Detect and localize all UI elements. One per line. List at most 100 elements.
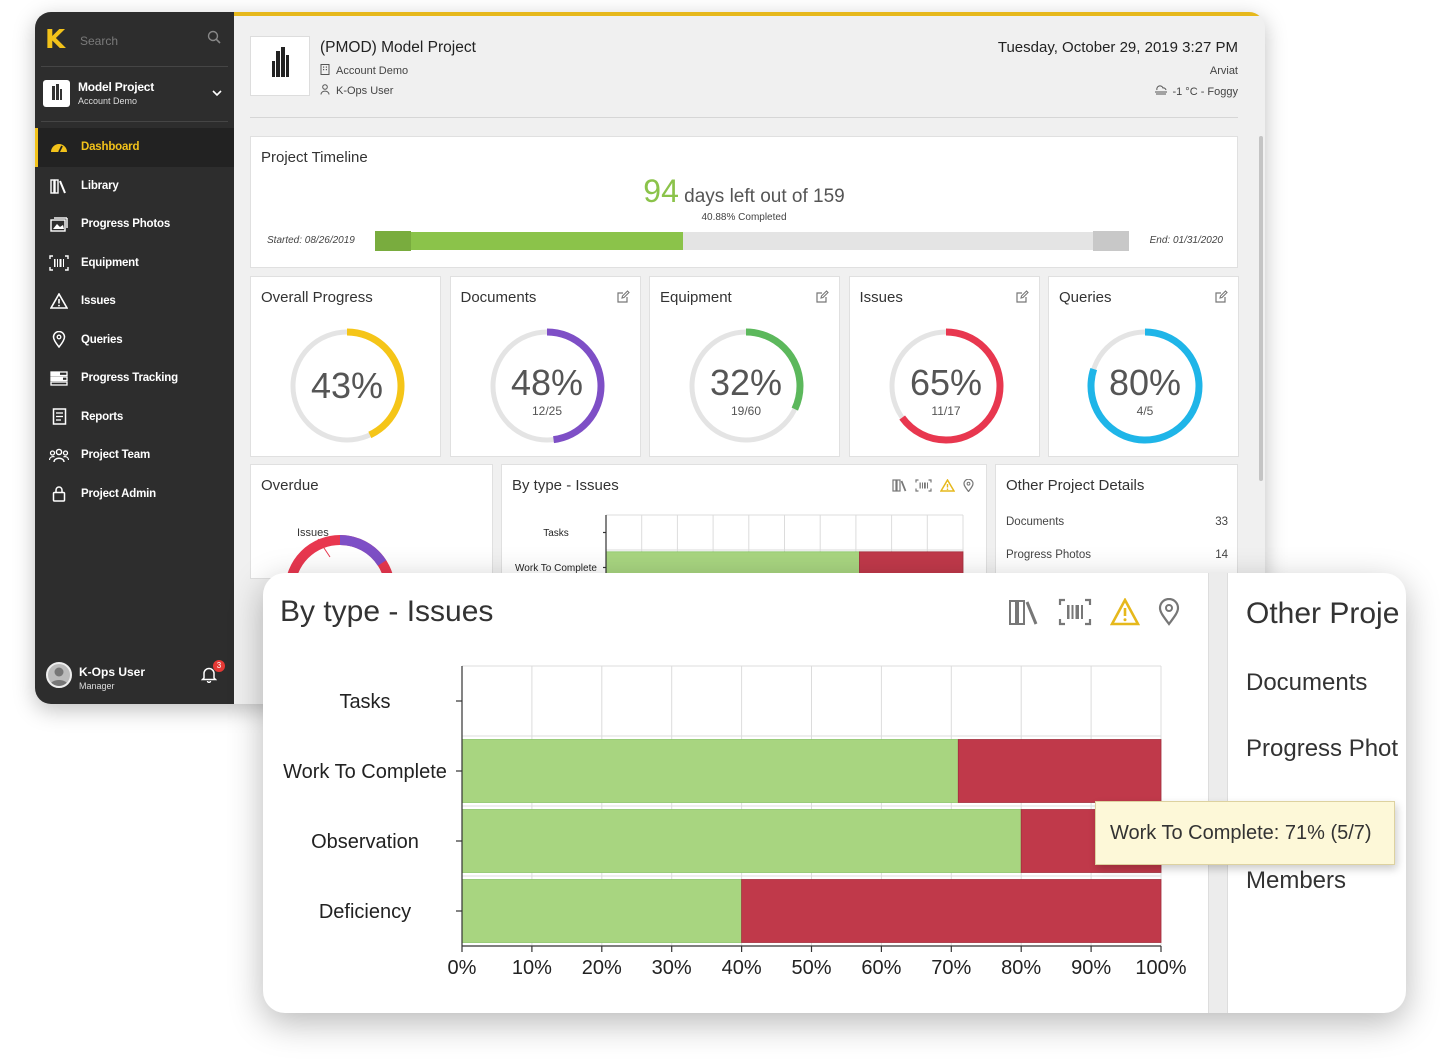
- zoom-detail-progress-photos[interactable]: Progress Phot: [1246, 735, 1399, 762]
- building-icon: [320, 64, 330, 78]
- stat-card: Equipment 32% 19/60: [649, 276, 840, 457]
- location-pin-icon[interactable]: [1158, 597, 1180, 631]
- app-logo[interactable]: K: [45, 25, 66, 55]
- barcode-icon[interactable]: [915, 479, 932, 497]
- sidebar-item-queries[interactable]: Queries: [35, 321, 234, 360]
- y-tick-label: Work To Complete: [283, 761, 447, 783]
- sidebar-item-equipment[interactable]: Equipment: [35, 244, 234, 283]
- edit-icon[interactable]: [1215, 290, 1228, 308]
- detail-value: 33: [1215, 516, 1228, 528]
- photos-icon: [49, 214, 69, 234]
- donut-arc: [1087, 328, 1203, 444]
- detail-label: Progress Photos: [1006, 549, 1092, 561]
- scrollbar[interactable]: [1259, 136, 1263, 481]
- books-icon[interactable]: [892, 479, 907, 497]
- sidebar-item-label: Project Admin: [81, 487, 156, 500]
- sidebar-item-label: Issues: [81, 295, 116, 308]
- x-tick-label: 60%: [861, 957, 901, 979]
- bar-segment: [957, 739, 1162, 803]
- user-name: K-Ops User: [79, 665, 146, 679]
- overdue-card: Overdue Issues: [250, 464, 493, 579]
- donut-arc: [289, 328, 405, 444]
- sidebar-item-progress-photos[interactable]: Progress Photos: [35, 205, 234, 244]
- by-type-title: By type - Issues: [512, 477, 619, 494]
- sidebar-item-label: Equipment: [81, 256, 139, 269]
- edit-icon[interactable]: [1015, 290, 1029, 308]
- sidebar-item-project-team[interactable]: Project Team: [35, 436, 234, 475]
- stat-card-title: Overall Progress: [261, 289, 373, 306]
- days-left: 94 days left out of 159: [251, 173, 1237, 210]
- barcode-icon[interactable]: [1058, 598, 1092, 631]
- edit-icon[interactable]: [816, 290, 829, 308]
- x-tick-label: 40%: [722, 957, 762, 979]
- stat-card-title: Issues: [859, 289, 903, 306]
- edit-icon[interactable]: [616, 290, 630, 308]
- account-line: Account Demo: [320, 64, 408, 78]
- user-menu[interactable]: K-Ops User Manager 3: [43, 658, 227, 694]
- warning-icon[interactable]: [939, 478, 956, 497]
- zoomed-by-type-panel: By type - Issues Tasks Work To Complete Ob…: [263, 573, 1406, 1013]
- detail-row-progress-photos[interactable]: Progress Photos 14: [1006, 549, 1228, 561]
- zoom-chart-title: By type - Issues: [280, 595, 494, 628]
- donut-count: 11/17: [931, 404, 960, 418]
- search-icon[interactable]: [207, 30, 221, 49]
- by-type-chart: Tasks Work To Complete Observation Deficien…: [263, 573, 1208, 1013]
- other-details-card: Other Project Details Documents 33 Progr…: [995, 464, 1238, 579]
- donut-percent: 65%: [909, 362, 981, 403]
- sidebar-item-label: Queries: [81, 333, 123, 346]
- project-switcher[interactable]: Model Project Account Demo: [43, 78, 227, 114]
- donut-arc: [888, 328, 1003, 444]
- x-tick-label: 30%: [652, 957, 692, 979]
- notification-badge: 3: [213, 660, 225, 672]
- sidebar-item-project-admin[interactable]: Project Admin: [35, 475, 234, 514]
- project-account: Account Demo: [78, 96, 138, 106]
- bar-segment: [461, 809, 1022, 873]
- detail-value: 14: [1215, 549, 1228, 561]
- donut-percent: 80%: [1109, 362, 1181, 403]
- zoom-detail-members[interactable]: Members: [1246, 867, 1347, 894]
- y-tick-label: Tasks: [543, 528, 569, 539]
- sidebar-item-label: Progress Tracking: [81, 372, 178, 385]
- x-tick-label: 0%: [448, 957, 477, 979]
- donut-percent: 48%: [510, 362, 582, 403]
- project-header: (PMOD) Model Project Account Demo K-Ops …: [250, 36, 1238, 100]
- books-icon[interactable]: [1008, 598, 1040, 631]
- sidebar-item-label: Progress Photos: [81, 218, 171, 231]
- location-pin-icon[interactable]: [963, 478, 974, 497]
- team-icon: [49, 445, 69, 465]
- sidebar-item-label: Reports: [81, 410, 124, 423]
- x-tick-label: 20%: [582, 957, 622, 979]
- warning-icon: [49, 291, 69, 311]
- stat-card: Documents 48% 12/25: [449, 276, 641, 457]
- donut-percent: 43%: [311, 365, 383, 406]
- end-date: End: 01/31/2020: [1149, 235, 1223, 246]
- search-input[interactable]: [80, 32, 200, 50]
- sidebar-item-dashboard[interactable]: Dashboard: [35, 128, 234, 167]
- sidebar-item-reports[interactable]: Reports: [35, 398, 234, 437]
- warning-icon[interactable]: [1109, 597, 1141, 631]
- y-tick-label: Observation: [311, 831, 419, 853]
- chevron-down-icon[interactable]: [211, 86, 223, 104]
- zoom-detail-documents[interactable]: Documents: [1246, 669, 1368, 696]
- user-role: Manager: [79, 681, 115, 691]
- stat-card: Queries 80% 4/5: [1048, 276, 1239, 457]
- account-name: Account Demo: [336, 65, 409, 77]
- progress-donut: 80%4/5: [1087, 328, 1203, 444]
- stat-card: Overall Progress 43%: [250, 276, 441, 457]
- other-details-title: Other Project Details: [1006, 477, 1145, 494]
- detail-row-documents[interactable]: Documents 33: [1006, 516, 1228, 528]
- sidebar-item-issues[interactable]: Issues: [35, 282, 234, 321]
- books-icon: [49, 176, 69, 196]
- divider: [250, 117, 1238, 118]
- sidebar-nav: Dashboard Library Progress Photos Equipm…: [35, 128, 234, 513]
- bar-segment: [461, 879, 743, 943]
- sidebar-item-library[interactable]: Library: [35, 167, 234, 206]
- detail-label: Documents: [1006, 516, 1065, 528]
- sidebar-item-progress-tracking[interactable]: Progress Tracking: [35, 359, 234, 398]
- days-left-text: days left out of 159: [684, 186, 845, 207]
- gauge-icon: [49, 137, 69, 157]
- project-logo: [43, 80, 70, 107]
- bell-icon[interactable]: [200, 666, 218, 688]
- timeline-end-marker: [1093, 231, 1129, 251]
